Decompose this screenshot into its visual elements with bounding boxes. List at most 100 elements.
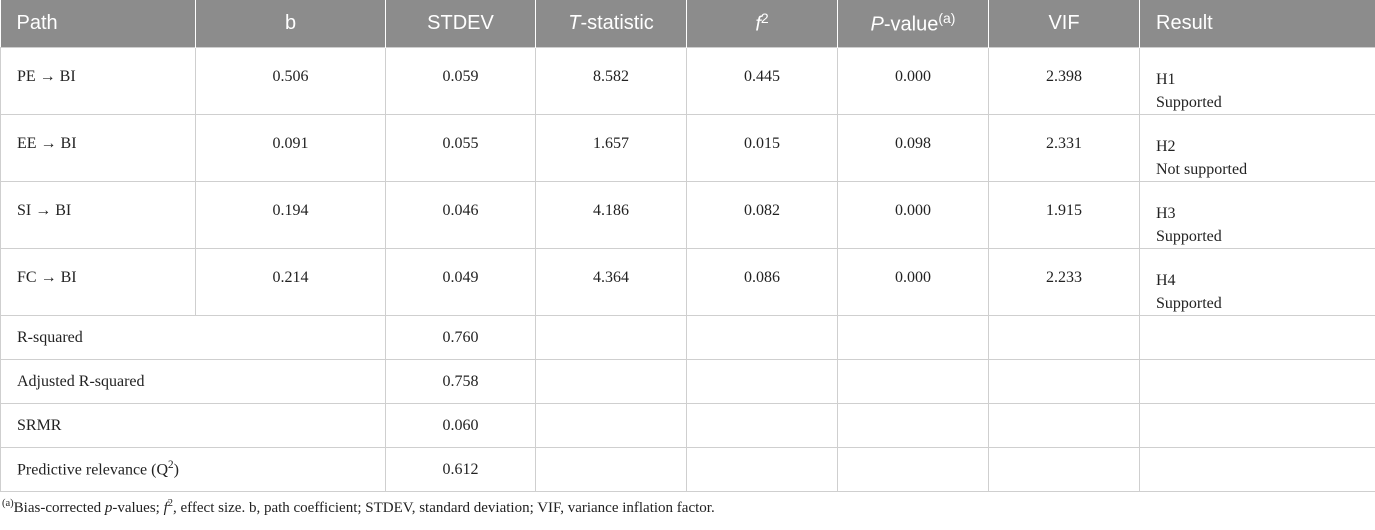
text-segment: Adjusted R-squared [17, 372, 145, 390]
path-cell: SI → BI [0, 181, 196, 249]
value-cell: 0.000 [837, 181, 989, 249]
value-cell: 1.915 [988, 181, 1140, 249]
table-body: PE → BI 0.506 0.059 8.582 0.445 0.000 2.398 H1 S… [0, 47, 1375, 492]
summary-row: SRMR 0.060 [0, 403, 1375, 448]
result-line: H4 [1156, 272, 1176, 289]
empty-cell [686, 315, 838, 360]
text-segment: f [755, 13, 761, 36]
value-cell: 2.331 [988, 114, 1140, 182]
empty-cell [535, 447, 687, 492]
value-cell: 0.082 [686, 181, 838, 249]
header-cell: STDEV [385, 0, 536, 48]
text-segment: R-squared [17, 328, 83, 346]
text-segment: 2 [760, 10, 769, 27]
result-line: H2 [1156, 138, 1176, 155]
header-cell: b [195, 0, 386, 48]
result-line: H1 [1156, 71, 1176, 88]
result-line: Supported [1156, 94, 1222, 111]
empty-cell [1139, 315, 1375, 360]
summary-row: Adjusted R-squared 0.758 [0, 359, 1375, 404]
empty-cell [535, 315, 687, 360]
value-cell: 2.233 [988, 248, 1140, 316]
text-segment: , effect size. b, path coefficient; STDE… [173, 500, 715, 516]
data-row: PE → BI 0.506 0.059 8.582 0.445 0.000 2.398 H1 S… [0, 47, 1375, 115]
empty-cell [1139, 403, 1375, 448]
value-cell: 0.000 [837, 248, 989, 316]
value-cell: 0.445 [686, 47, 838, 115]
text-segment: Bias-corrected [13, 500, 105, 516]
result-cell: H4 Supported [1139, 248, 1375, 316]
text-segment: Result [1156, 12, 1213, 34]
summary-value: 0.612 [385, 447, 536, 492]
text-segment: Predictive relevance (Q [17, 461, 169, 479]
result-cell: H1 Supported [1139, 47, 1375, 115]
summary-value: 0.758 [385, 359, 536, 404]
value-cell: 0.049 [385, 248, 536, 316]
summary-row: Predictive relevance (Q2) 0.612 [0, 447, 1375, 492]
summary-label: Predictive relevance (Q2) [0, 447, 386, 492]
text-segment: p [104, 500, 113, 516]
empty-cell [837, 403, 989, 448]
value-cell: 0.091 [195, 114, 386, 182]
summary-value: 0.060 [385, 403, 536, 448]
text-segment: T [568, 12, 581, 34]
value-cell: 1.657 [535, 114, 687, 182]
value-cell: 4.186 [535, 181, 687, 249]
empty-cell [988, 315, 1140, 360]
text-segment: f [163, 500, 168, 516]
value-cell: 0.214 [195, 248, 386, 316]
summary-label: SRMR [0, 403, 386, 448]
text-segment: (a) [2, 498, 14, 509]
value-cell: 0.506 [195, 47, 386, 115]
results-table: Path b STDEV T-statistic f2 P-value(a) VIF Resu… [0, 0, 1375, 492]
path-cell: EE → BI [0, 114, 196, 182]
text-segment: b [284, 12, 297, 34]
header-cell: f2 [686, 0, 838, 48]
result-line: Supported [1156, 228, 1222, 245]
path-cell: PE → BI [0, 47, 196, 115]
empty-cell [837, 447, 989, 492]
header-cell: VIF [988, 0, 1140, 48]
text-segment: Path [16, 12, 58, 34]
empty-cell [1139, 447, 1375, 492]
header-cell: Path [0, 0, 196, 48]
empty-cell [686, 359, 838, 404]
result-cell: H3 Supported [1139, 181, 1375, 249]
data-row: EE → BI 0.091 0.055 1.657 0.015 0.098 2.331 H2 N… [0, 114, 1375, 182]
text-segment: -values; [112, 500, 164, 516]
summary-label: Adjusted R-squared [0, 359, 386, 404]
empty-cell [988, 447, 1140, 492]
path-cell: FC → BI [0, 248, 196, 316]
data-row: FC → BI 0.214 0.049 4.364 0.086 0.000 2.233 H4 S… [0, 248, 1375, 316]
result-line: H3 [1156, 205, 1176, 222]
value-cell: 0.086 [686, 248, 838, 316]
empty-cell [686, 403, 838, 448]
empty-cell [686, 447, 838, 492]
text-segment: 2 [167, 498, 174, 509]
summary-row: R-squared 0.760 [0, 315, 1375, 360]
empty-cell [837, 359, 989, 404]
value-cell: 0.000 [837, 47, 989, 115]
text-segment: SRMR [17, 416, 62, 434]
text-segment: STDEV [427, 12, 494, 34]
empty-cell [1139, 359, 1375, 404]
empty-cell [988, 359, 1140, 404]
text-segment: ) [173, 461, 179, 479]
text-segment: P [870, 13, 884, 36]
value-cell: 0.055 [385, 114, 536, 182]
value-cell: 4.364 [535, 248, 687, 316]
empty-cell [535, 403, 687, 448]
summary-label: R-squared [0, 315, 386, 360]
header-cell: Result [1139, 0, 1375, 48]
value-cell: 2.398 [988, 47, 1140, 115]
header-row: Path b STDEV T-statistic f2 P-value(a) VIF Resu… [0, 0, 1375, 48]
text-segment: -value [883, 13, 939, 36]
result-line: Supported [1156, 295, 1222, 312]
summary-value: 0.760 [385, 315, 536, 360]
footnote: (a)Bias-corrected p-values; f2, effect s… [0, 492, 1375, 517]
value-cell: 0.194 [195, 181, 386, 249]
text-segment: (a) [938, 10, 956, 27]
empty-cell [535, 359, 687, 404]
header-cell: T-statistic [535, 0, 687, 48]
